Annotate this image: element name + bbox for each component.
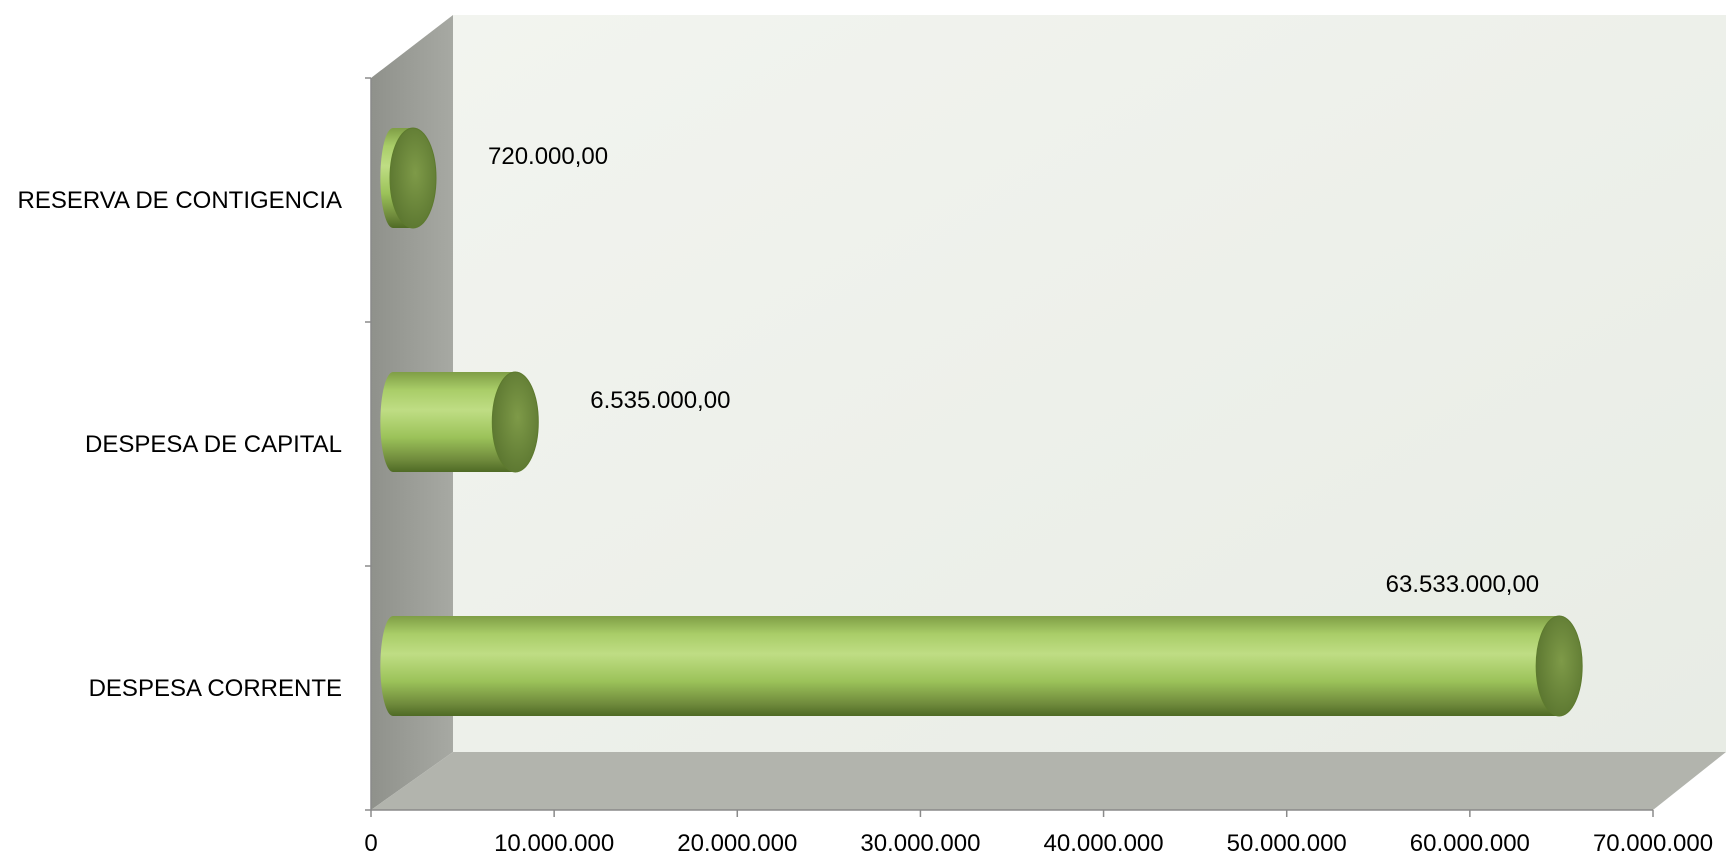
x-tick-label: 70.000.000 xyxy=(1593,830,1713,857)
bar-cap xyxy=(491,371,539,473)
category-label: DESPESA CORRENTE xyxy=(89,675,342,702)
x-tick-label: 60.000.000 xyxy=(1410,830,1530,857)
bar xyxy=(380,371,539,473)
x-tick-label: 40.000.000 xyxy=(1044,830,1164,857)
data-label: 720.000,00 xyxy=(488,143,608,170)
floor xyxy=(371,752,1726,810)
data-labels: 63.533.000,00 6.535.000,00 720.000,00 xyxy=(488,143,1539,598)
category-labels: DESPESA CORRENTE DESPESA DE CAPITAL RESERV… xyxy=(17,187,342,702)
x-tick-label: 0 xyxy=(364,830,377,857)
bar-cap xyxy=(389,127,437,229)
data-label: 63.533.000,00 xyxy=(1386,571,1539,598)
data-label: 6.535.000,00 xyxy=(590,387,730,414)
x-tick-label: 20.000.000 xyxy=(677,830,797,857)
category-label: DESPESA DE CAPITAL xyxy=(85,431,342,458)
category-ticks xyxy=(365,77,371,811)
x-axis: 0 10.000.000 20.000.000 30.000.000 40.000.00… xyxy=(364,810,1713,857)
bar-body xyxy=(380,372,516,472)
category-label: RESERVA DE CONTIGENCIA xyxy=(17,187,342,214)
bar-cap xyxy=(1535,615,1583,717)
bar-body xyxy=(380,616,1560,716)
bar xyxy=(380,127,437,229)
bar xyxy=(380,615,1583,717)
back-wall xyxy=(453,15,1726,752)
x-tick-label: 50.000.000 xyxy=(1227,830,1347,857)
x-tick-label: 30.000.000 xyxy=(860,830,980,857)
bars xyxy=(380,127,1583,717)
x-tick-label: 10.000.000 xyxy=(494,830,614,857)
